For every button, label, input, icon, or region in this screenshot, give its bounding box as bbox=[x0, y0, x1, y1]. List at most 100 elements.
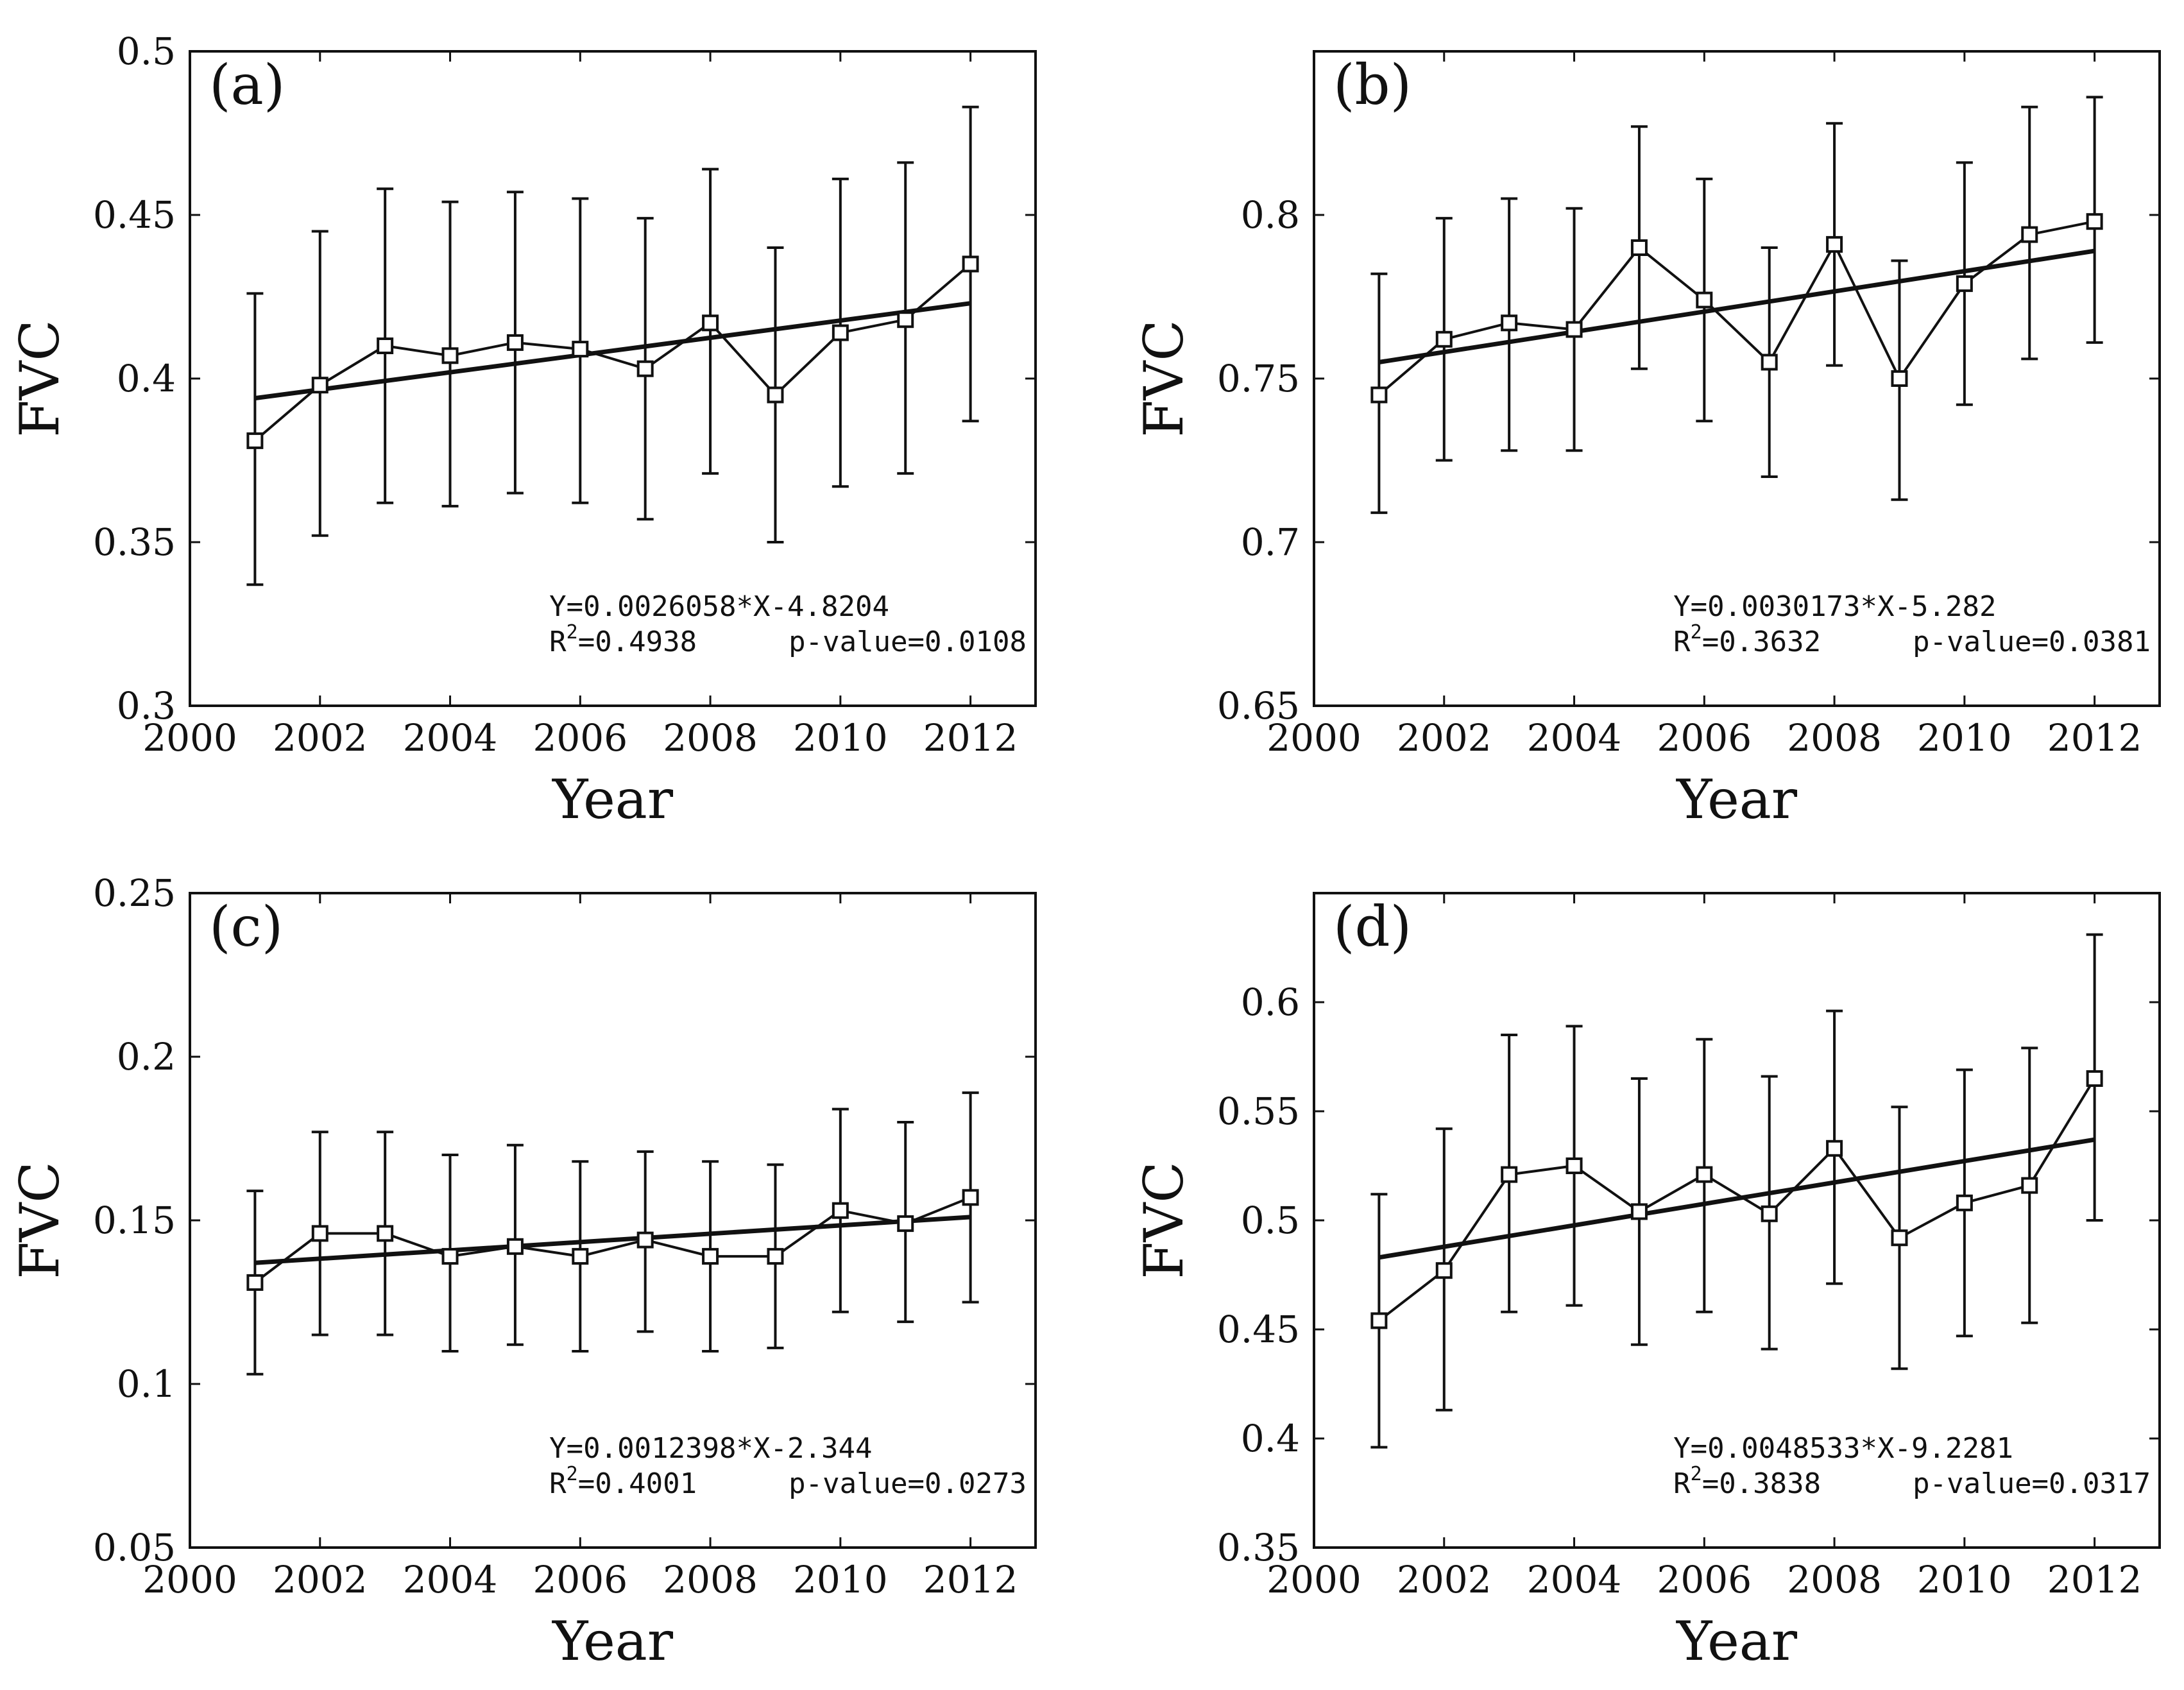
x-tick-label-a: 2000 bbox=[142, 716, 237, 760]
data-point-a bbox=[311, 377, 328, 394]
x-tick-label-a: 2006 bbox=[533, 716, 628, 760]
data-point-c bbox=[962, 1189, 979, 1206]
x-tick-label-d: 2012 bbox=[2047, 1558, 2142, 1601]
data-point-d bbox=[1370, 1312, 1388, 1329]
x-tick-label-b: 2012 bbox=[2047, 716, 2142, 760]
x-tick-label-a: 2010 bbox=[793, 716, 888, 760]
y-tick-label-d: 0.4 bbox=[1241, 1417, 1300, 1460]
x-tick-label-a: 2002 bbox=[273, 716, 368, 760]
x-tick-label-c: 2008 bbox=[663, 1558, 758, 1601]
data-point-c bbox=[246, 1274, 264, 1291]
data-point-d bbox=[1891, 1229, 1908, 1247]
x-tick-label-d: 2000 bbox=[1267, 1558, 1361, 1601]
series-line-a bbox=[254, 262, 971, 442]
data-point-c bbox=[377, 1225, 394, 1242]
chart-panels: 2000 2002 2004 2006 2008 2010 2012 0.3 0.35 0.4 0.… bbox=[8, 30, 2161, 1673]
data-point-a bbox=[572, 341, 589, 358]
data-point-b bbox=[2021, 226, 2038, 243]
data-point-c bbox=[767, 1248, 784, 1265]
r-squared-b: R2=0.3632 bbox=[1673, 621, 1821, 658]
r-squared-label: R bbox=[549, 626, 567, 658]
y-axis-title-b: FVC bbox=[1132, 320, 1195, 437]
y-tick-label-b: 0.8 bbox=[1241, 193, 1300, 237]
data-point-a bbox=[897, 311, 914, 329]
data-point-b bbox=[1565, 321, 1583, 338]
panel-label-b: (b) bbox=[1333, 53, 1412, 117]
trend-line-a bbox=[254, 301, 971, 401]
data-point-b bbox=[1696, 291, 1713, 309]
series-line-c bbox=[254, 1196, 971, 1284]
y-tick-label-d: 0.5 bbox=[1241, 1199, 1300, 1242]
x-tick-label-c: 2006 bbox=[533, 1558, 628, 1601]
y-tick-label-a: 0.4 bbox=[117, 357, 176, 400]
y-tick-label-a: 0.3 bbox=[117, 684, 176, 728]
data-point-c bbox=[897, 1215, 914, 1233]
r-squared-value: =0.4001 bbox=[578, 1467, 697, 1500]
x-tick-label-b: 2006 bbox=[1657, 716, 1752, 760]
x-tick-label-b: 2000 bbox=[1267, 716, 1361, 760]
r-squared-superscript: 2 bbox=[1691, 1463, 1702, 1485]
y-tick-label-d: 0.6 bbox=[1241, 980, 1300, 1024]
r-squared-superscript: 2 bbox=[1691, 621, 1702, 644]
data-point-b bbox=[1630, 239, 1648, 256]
data-point-a bbox=[636, 360, 654, 377]
series-line-b bbox=[1378, 220, 2095, 397]
data-point-a bbox=[246, 432, 264, 449]
x-tick-label-a: 2004 bbox=[403, 716, 498, 760]
x-tick-label-c: 2012 bbox=[923, 1558, 1018, 1601]
data-point-c bbox=[572, 1248, 589, 1265]
y-tick-label-d: 0.35 bbox=[1217, 1526, 1300, 1569]
r-squared-d: R2=0.3838 bbox=[1673, 1463, 1821, 1500]
r-squared-value: =0.3838 bbox=[1702, 1467, 1821, 1500]
p-value-a: p-value=0.0108 bbox=[789, 626, 1027, 658]
data-point-d bbox=[1956, 1194, 1973, 1211]
trend-line-b bbox=[1378, 248, 2095, 364]
r-squared-label: R bbox=[1673, 1467, 1691, 1500]
x-tick-label-c: 2010 bbox=[793, 1558, 888, 1601]
series-line-d bbox=[1378, 1077, 2096, 1322]
x-tick-label-d: 2006 bbox=[1657, 1558, 1752, 1601]
x-tick-label-b: 2004 bbox=[1527, 716, 1622, 760]
panel-label-c: (c) bbox=[209, 895, 283, 959]
y-tick-label-c: 0.2 bbox=[117, 1035, 176, 1079]
r-squared-label: R bbox=[1673, 626, 1691, 658]
y-axis-title-c: FVC bbox=[8, 1161, 71, 1279]
data-point-b bbox=[1435, 330, 1453, 348]
data-point-a bbox=[377, 337, 394, 354]
data-point-d bbox=[1501, 1166, 1518, 1183]
x-tick-label-b: 2010 bbox=[1917, 716, 2012, 760]
panel-label-d: (d) bbox=[1333, 895, 1412, 959]
y-tick-label-c: 0.25 bbox=[93, 871, 176, 915]
r-squared-superscript: 2 bbox=[567, 621, 578, 644]
data-point-c bbox=[441, 1248, 459, 1265]
data-point-d bbox=[1696, 1166, 1713, 1183]
data-point-a bbox=[767, 386, 784, 404]
data-point-a bbox=[506, 334, 524, 351]
x-tick-label-d: 2004 bbox=[1527, 1558, 1622, 1601]
y-tick-label-c: 0.15 bbox=[93, 1199, 176, 1242]
regression-equation-c: Y=0.0012398*X-2.344 bbox=[549, 1432, 872, 1465]
p-value-d: p-value=0.0317 bbox=[1913, 1467, 2151, 1500]
r-squared-value: =0.4938 bbox=[578, 626, 697, 658]
data-point-b bbox=[2086, 213, 2103, 230]
x-tick-label-b: 2008 bbox=[1787, 716, 1882, 760]
y-tick-label-c: 0.05 bbox=[93, 1526, 176, 1569]
r-squared-value: =0.3632 bbox=[1702, 626, 1821, 658]
y-tick-label-a: 0.5 bbox=[117, 30, 176, 73]
data-point-c bbox=[311, 1225, 328, 1242]
y-tick-label-a: 0.45 bbox=[93, 193, 176, 237]
y-axis-title-d: FVC bbox=[1132, 1161, 1195, 1279]
data-point-c bbox=[506, 1238, 524, 1255]
data-point-a bbox=[702, 314, 719, 332]
r-squared-superscript: 2 bbox=[567, 1463, 578, 1485]
regression-equation-b: Y=0.0030173*X-5.282 bbox=[1673, 590, 1996, 623]
data-point-d bbox=[2021, 1177, 2038, 1194]
x-tick-label-d: 2002 bbox=[1397, 1558, 1492, 1601]
data-point-b bbox=[1891, 370, 1908, 387]
chart-panel-c: 2000 2002 2004 2006 2008 2010 2012 0.05 0.1 0.15 0… bbox=[8, 871, 1037, 1673]
chart-panel-d: 2000 2002 2004 2006 2008 2010 2012 0.35 0.4 0.45 0… bbox=[1132, 892, 2161, 1673]
r-squared-label: R bbox=[549, 1467, 567, 1500]
data-point-d bbox=[1826, 1139, 1843, 1157]
data-point-b bbox=[1826, 235, 1843, 253]
